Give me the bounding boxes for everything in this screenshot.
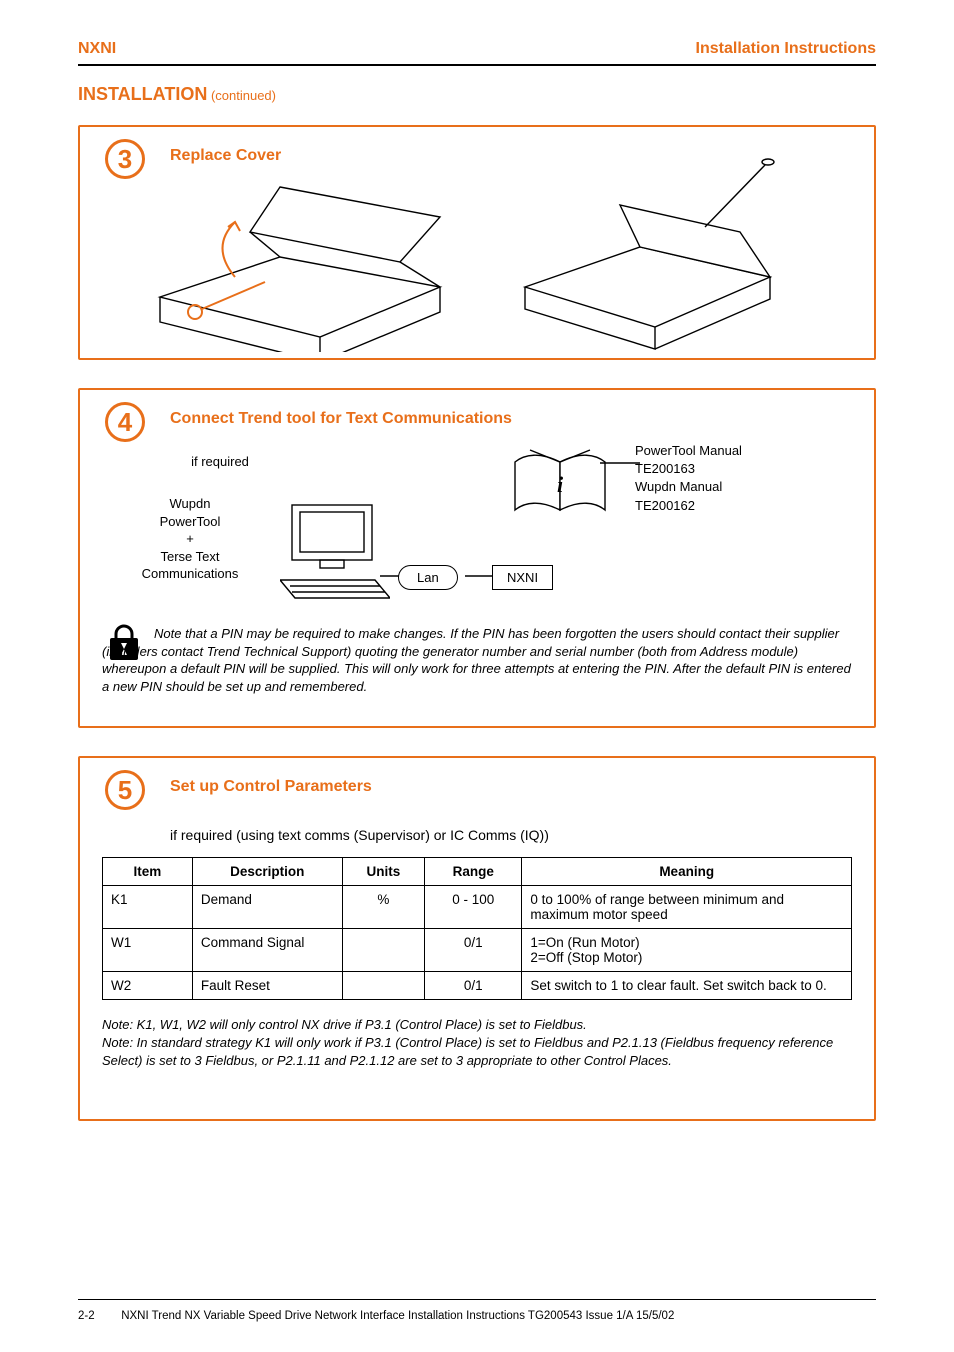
step-4-note: Note that a PIN may be required to make …: [102, 625, 852, 695]
footer-page-number: 2-2: [78, 1310, 118, 1322]
cell: K1: [103, 886, 193, 929]
cell: Fault Reset: [192, 972, 342, 1000]
manual-icon: i: [510, 440, 610, 520]
step-4-tools-label: Wupdn PowerTool + Terse Text Communicati…: [105, 495, 275, 583]
step-4-manuals: PowerTool Manual TE200163 Wupdn Manual T…: [635, 442, 742, 515]
svg-text:i: i: [557, 472, 564, 497]
parameters-table: Item Description Units Range Meaning K1 …: [102, 857, 852, 1000]
cell: [342, 972, 424, 1000]
section-title: INSTALLATION (continued): [78, 84, 876, 105]
cell: 0/1: [425, 929, 522, 972]
step-4-if-required: if required: [160, 454, 280, 469]
header-rule: [78, 64, 876, 66]
cover-diagram-left: [140, 177, 470, 352]
cell: 1=On (Run Motor) 2=Off (Stop Motor): [522, 929, 852, 972]
computer-icon: [280, 500, 390, 600]
step-4-title: Connect Trend tool for Text Communicatio…: [170, 410, 512, 428]
cell: W1: [103, 929, 193, 972]
cell: %: [342, 886, 424, 929]
step-4-box: 4 Connect Trend tool for Text Communicat…: [78, 388, 876, 728]
step-3-box: 3 Replace Cover: [78, 125, 876, 360]
connector-line-2: [465, 573, 495, 579]
step-3-num-text: 3: [118, 144, 132, 175]
step-5-number: 5: [105, 770, 145, 810]
step-3-title: Replace Cover: [170, 147, 281, 165]
cell: 0 - 100: [425, 886, 522, 929]
header-right: Installation Instructions: [696, 40, 876, 58]
step-5-box: 5 Set up Control Parameters if required …: [78, 756, 876, 1121]
step-5-notes: Note: K1, W1, W2 will only control NX dr…: [102, 1016, 852, 1071]
cell: Demand: [192, 886, 342, 929]
nxni-box: NXNI: [492, 565, 553, 590]
table-row: K1 Demand % 0 - 100 0 to 100% of range b…: [103, 886, 852, 929]
cover-diagram-right: [510, 157, 790, 352]
header-left: NXNI: [78, 40, 116, 58]
page-header: NXNI Installation Instructions: [78, 40, 876, 64]
step-5-title: Set up Control Parameters: [170, 778, 372, 796]
step-4-num-text: 4: [118, 407, 132, 438]
step-3-number: 3: [105, 139, 145, 179]
col-meaning: Meaning: [522, 858, 852, 886]
cell: [342, 929, 424, 972]
col-desc: Description: [192, 858, 342, 886]
section-title-text: INSTALLATION: [78, 84, 207, 104]
cell: Set switch to 1 to clear fault. Set swit…: [522, 972, 852, 1000]
cell: W2: [103, 972, 193, 1000]
connector-line-3: [600, 460, 640, 466]
cell: 0 to 100% of range between minimum and m…: [522, 886, 852, 929]
step-5-num-text: 5: [118, 775, 132, 806]
cell: Command Signal: [192, 929, 342, 972]
table-row: W2 Fault Reset 0/1 Set switch to 1 to cl…: [103, 972, 852, 1000]
table-row: W1 Command Signal 0/1 1=On (Run Motor) 2…: [103, 929, 852, 972]
col-item: Item: [103, 858, 193, 886]
table-header-row: Item Description Units Range Meaning: [103, 858, 852, 886]
lan-box: Lan: [398, 565, 458, 590]
col-range: Range: [425, 858, 522, 886]
step-5-if-required: if required (using text comms (Superviso…: [170, 827, 852, 843]
footer-text: NXNI Trend NX Variable Speed Drive Netwo…: [121, 1310, 674, 1322]
step-4-number: 4: [105, 402, 145, 442]
page-footer: 2-2 NXNI Trend NX Variable Speed Drive N…: [78, 1299, 876, 1322]
col-units: Units: [342, 858, 424, 886]
section-title-cont: (continued): [207, 88, 276, 103]
cell: 0/1: [425, 972, 522, 1000]
